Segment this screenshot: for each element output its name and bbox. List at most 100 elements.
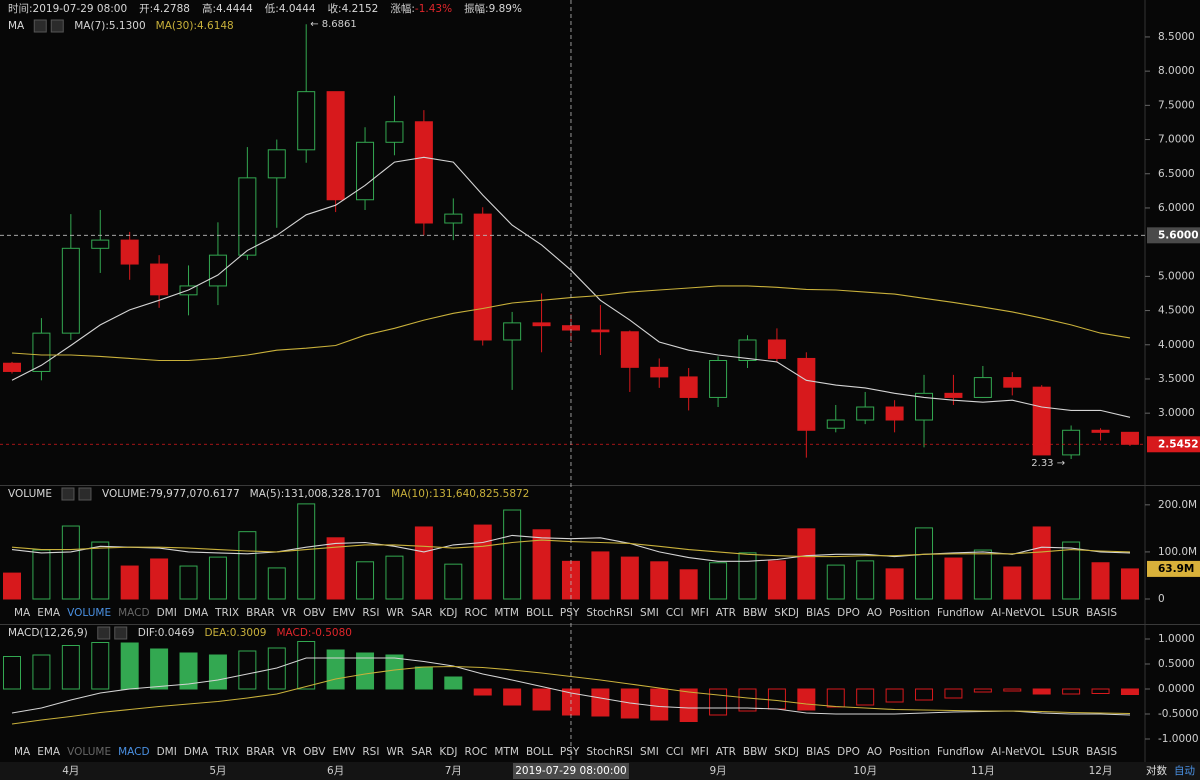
- indicator-tab[interactable]: EMA: [37, 607, 61, 619]
- indicator-tab[interactable]: BIAS: [806, 746, 830, 758]
- indicator-tab[interactable]: AI-NetVOL: [991, 746, 1045, 758]
- indicator-tab[interactable]: SAR: [411, 607, 432, 619]
- macd-bar: [208, 654, 227, 690]
- indicator-tab[interactable]: KDJ: [439, 607, 457, 619]
- candle-body: [3, 362, 21, 372]
- pane-icon[interactable]: [97, 626, 111, 640]
- macd-bar: [797, 688, 816, 711]
- indicator-tab[interactable]: BOLL: [526, 746, 553, 758]
- indicator-tab[interactable]: Position: [889, 607, 930, 619]
- indicator-tab[interactable]: DPO: [837, 607, 860, 619]
- indicator-tab[interactable]: PSY: [560, 607, 580, 619]
- indicator-tab[interactable]: SAR: [411, 746, 432, 758]
- pane-icon[interactable]: [33, 19, 47, 33]
- indicator-tab[interactable]: DMA: [184, 607, 209, 619]
- indicator-tab[interactable]: OBV: [303, 746, 326, 758]
- candle-body: [738, 339, 757, 362]
- indicator-tab[interactable]: EMV: [332, 607, 356, 619]
- indicator-tab[interactable]: EMA: [37, 746, 61, 758]
- pane-icon[interactable]: [78, 487, 92, 501]
- macd-bar: [915, 688, 934, 701]
- indicator-tab[interactable]: BASIS: [1086, 746, 1117, 758]
- indicator-tab[interactable]: BRAR: [246, 607, 275, 619]
- indicator-tab[interactable]: Fundflow: [937, 746, 984, 758]
- volume-bar: [473, 524, 492, 600]
- indicator-tab[interactable]: SKDJ: [774, 746, 799, 758]
- indicator-tab[interactable]: SKDJ: [774, 607, 799, 619]
- indicator-tab[interactable]: ATR: [716, 607, 736, 619]
- candle-body: [591, 329, 610, 333]
- indicator-tab[interactable]: BOLL: [526, 607, 553, 619]
- indicator-tab[interactable]: SMI: [640, 607, 659, 619]
- indicator-tab[interactable]: MFI: [691, 746, 709, 758]
- indicator-tab[interactable]: CCI: [666, 607, 684, 619]
- indicator-tab[interactable]: MTM: [494, 607, 519, 619]
- indicator-tab[interactable]: BBW: [743, 746, 768, 758]
- indicator-tab[interactable]: VR: [282, 607, 296, 619]
- indicator-tab[interactable]: EMV: [332, 746, 356, 758]
- indicator-tab[interactable]: WR: [386, 607, 404, 619]
- indicator-tab[interactable]: SMI: [640, 746, 659, 758]
- indicator-tab[interactable]: ATR: [716, 746, 736, 758]
- indicator-tab[interactable]: OBV: [303, 607, 326, 619]
- indicator-tab[interactable]: DMI: [157, 746, 177, 758]
- y-tick-label: 3.0000: [1158, 407, 1195, 419]
- legend-entry: MA(10):131,640,825.5872: [391, 488, 529, 500]
- axis-button[interactable]: 自动: [1174, 764, 1195, 777]
- indicator-tab[interactable]: WR: [386, 746, 404, 758]
- pane-icon[interactable]: [61, 487, 75, 501]
- indicator-tab[interactable]: AI-NetVOL: [991, 607, 1045, 619]
- candle-body: [885, 406, 904, 421]
- indicator-tab[interactable]: ROC: [465, 746, 488, 758]
- indicator-tab[interactable]: BIAS: [806, 607, 830, 619]
- indicator-tab[interactable]: VOLUME: [67, 607, 111, 619]
- indicator-tab[interactable]: TRIX: [214, 746, 239, 758]
- macd-bar: [1062, 688, 1081, 695]
- indicator-tab[interactable]: TRIX: [214, 607, 239, 619]
- candle-body: [620, 331, 639, 368]
- macd-bar: [150, 648, 169, 690]
- y-tick-label: 4.5000: [1158, 305, 1195, 317]
- indicator-tab[interactable]: RSI: [362, 607, 379, 619]
- indicator-tab[interactable]: PSY: [560, 746, 580, 758]
- candle-body: [826, 419, 845, 429]
- indicator-tab[interactable]: AO: [867, 746, 882, 758]
- indicator-tab[interactable]: LSUR: [1052, 607, 1080, 619]
- candle-body: [414, 121, 433, 224]
- indicator-tab[interactable]: Position: [889, 746, 930, 758]
- indicator-tab[interactable]: StochRSI: [586, 607, 633, 619]
- indicator-tab[interactable]: LSUR: [1052, 746, 1080, 758]
- axis-button[interactable]: 对数: [1146, 764, 1168, 777]
- indicator-tab[interactable]: DPO: [837, 746, 860, 758]
- macd-bar: [1003, 688, 1022, 692]
- indicator-tab[interactable]: MA: [14, 607, 31, 619]
- indicator-tab[interactable]: BASIS: [1086, 607, 1117, 619]
- y-tick-label: 0.5000: [1158, 658, 1195, 670]
- pane-icon[interactable]: [50, 19, 64, 33]
- price-marker-label: 5.6000: [1158, 229, 1199, 241]
- candle-body: [208, 254, 227, 287]
- indicator-tab[interactable]: StochRSI: [586, 746, 633, 758]
- volume-bar: [856, 560, 875, 600]
- indicator-tab[interactable]: MA: [14, 746, 31, 758]
- indicator-tab[interactable]: Fundflow: [937, 607, 984, 619]
- indicator-tab[interactable]: BBW: [743, 607, 768, 619]
- pane-icon[interactable]: [114, 626, 128, 640]
- volume-bar: [356, 561, 375, 600]
- candle-body: [91, 239, 110, 249]
- indicator-tab[interactable]: CCI: [666, 746, 684, 758]
- indicator-tab[interactable]: VOLUME: [67, 746, 111, 758]
- indicator-tab[interactable]: DMI: [157, 607, 177, 619]
- indicator-tab[interactable]: KDJ: [439, 746, 457, 758]
- indicator-tab[interactable]: DMA: [184, 746, 209, 758]
- indicator-tab[interactable]: MFI: [691, 607, 709, 619]
- candle-body: [1003, 377, 1022, 388]
- indicator-tab[interactable]: ROC: [465, 607, 488, 619]
- indicator-tab[interactable]: RSI: [362, 746, 379, 758]
- indicator-tab[interactable]: MACD: [118, 607, 149, 619]
- indicator-tab[interactable]: BRAR: [246, 746, 275, 758]
- indicator-tab[interactable]: VR: [282, 746, 296, 758]
- indicator-tab[interactable]: MACD: [118, 746, 149, 758]
- indicator-tab[interactable]: AO: [867, 607, 882, 619]
- indicator-tab[interactable]: MTM: [494, 746, 519, 758]
